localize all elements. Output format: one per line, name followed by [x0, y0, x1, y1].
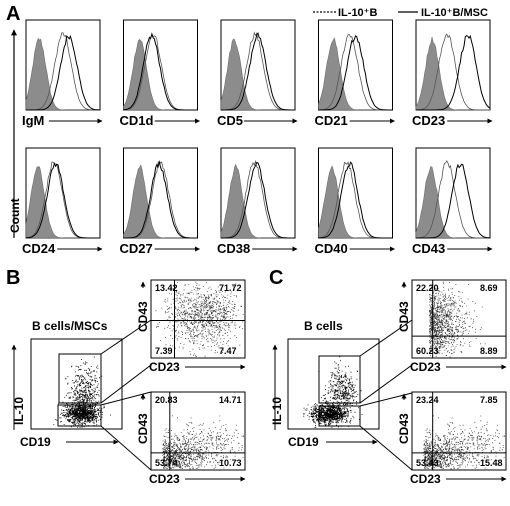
panel-b-connector-bottom2: [100, 425, 152, 471]
event-dots: [423, 415, 505, 470]
panel-letter-b: B: [6, 267, 20, 289]
panel-b-il10-label: IL-10: [12, 397, 26, 425]
il10-b-msc-curve: [416, 34, 491, 111]
sub-dot-plots: 13.42 71.72 7.39 7.47 CD43 CD23 20.83 14.71 53.7…: [136, 279, 507, 486]
count-label: Count: [8, 198, 22, 233]
histogram-cd43: CD43: [412, 147, 493, 256]
il10-b-msc-curve: [318, 35, 393, 111]
panel-c-bottom-plot: 23.24 7.85 53.43 15.48 CD43 CD23: [397, 391, 507, 486]
quadrant-percent-tl: 22.20: [416, 283, 439, 293]
quadrant-percent-tr: 14.71: [219, 395, 242, 405]
il10-b-msc-curve: [416, 163, 491, 239]
event-dots: [162, 415, 244, 470]
quadrant-percent-bl: 7.39: [155, 346, 173, 356]
panel-c-cd19-label: CD19: [288, 435, 319, 449]
histogram-cd23: CD23: [412, 19, 493, 128]
panel-c-gate-upper: [318, 355, 361, 404]
quadrant-percent-tr: 7.85: [480, 395, 498, 405]
legend: IL-10⁺B IL-10⁺B/MSC: [313, 7, 488, 19]
panel-letter-c: C: [269, 267, 283, 289]
panel-b-population-label: B cells/MSCs: [32, 319, 108, 333]
quadrant-percent-br: 15.48: [480, 458, 503, 468]
panel-b-bottom-plot: 20.83 14.71 53.74 10.73 CD43 CD23: [136, 391, 246, 486]
il10-b-curve: [318, 34, 393, 111]
il10-b-msc-curve: [123, 161, 198, 239]
event-dots: [303, 356, 363, 428]
cd43-label: CD43: [136, 301, 150, 332]
marker-label-cd1d: CD1d: [120, 113, 154, 128]
il10-b-msc-curve: [221, 32, 295, 111]
histogram-cd40: CD40: [315, 147, 395, 256]
cd43-label: CD43: [397, 413, 411, 444]
marker-label-cd40: CD40: [315, 241, 348, 256]
histogram-row-2: CD24 CD27 CD38 CD40 CD43: [22, 147, 493, 256]
histogram-cd27: CD27: [120, 147, 200, 256]
marker-label-igm: IgM: [22, 113, 44, 128]
cd43-label: CD43: [136, 413, 150, 444]
il10-b-msc-curve: [318, 161, 393, 239]
panel-letter-a: A: [6, 3, 20, 25]
histogram-cd21: CD21: [315, 19, 395, 128]
panel-b-connector-top: [100, 319, 152, 355]
histogram-cd38: CD38: [217, 147, 298, 256]
marker-label-cd27: CD27: [120, 241, 153, 256]
quadrant-percent-bl: 53.74: [155, 458, 178, 468]
cd23-label: CD23: [410, 472, 441, 486]
panel-b-main-dots: [53, 356, 112, 428]
panel-c-connector-top2: [359, 364, 413, 404]
quadrant-percent-tl: 13.42: [155, 283, 178, 293]
quadrant-percent-tl: 23.24: [416, 395, 439, 405]
il10-b-msc-curve: [123, 32, 198, 111]
event-dots: [53, 356, 112, 428]
il10-b-msc-curve: [221, 161, 295, 239]
histogram-cd24: CD24: [22, 147, 103, 256]
panel-c-main-dots: [303, 356, 363, 428]
panel-c: B cells IL-10 CD19: [270, 319, 413, 471]
il10-b-msc-curve: [26, 34, 101, 111]
quadrant-percent-br: 10.73: [219, 458, 242, 468]
histogram-cd5: CD5: [217, 19, 298, 128]
panel-c-top-plot: 22.20 8.69 60.23 8.89 CD43 CD23: [397, 279, 507, 374]
marker-label-cd24: CD24: [22, 241, 56, 256]
panel-b-gate-lower: [57, 404, 102, 427]
marker-label-cd5: CD5: [217, 113, 243, 128]
histogram-cd1d: CD1d: [120, 19, 200, 128]
histogram-igm: IgM: [22, 19, 103, 128]
cd43-label: CD43: [397, 301, 411, 332]
marker-label-cd43: CD43: [412, 241, 445, 256]
marker-label-cd38: CD38: [217, 241, 250, 256]
quadrant-percent-tl: 20.83: [155, 395, 178, 405]
panel-c-connector-bottom2: [359, 425, 413, 471]
quadrant-percent-bl: 53.43: [416, 458, 439, 468]
quadrant-percent-br: 7.47: [219, 346, 237, 356]
panel-b-top-plot: 13.42 71.72 7.39 7.47 CD43 CD23: [136, 279, 246, 374]
quadrant-percent-bl: 60.23: [416, 346, 439, 356]
quadrant-percent-tr: 71.72: [219, 283, 242, 293]
panel-b-gate-upper: [58, 353, 102, 404]
legend-dashed-label: IL-10⁺B: [338, 7, 377, 19]
histogram-row-1: IgM CD1d CD5 CD21 CD23: [22, 19, 493, 128]
panel-c-population-label: B cells: [304, 319, 343, 333]
panel-c-connector-top: [359, 319, 413, 357]
panel-b: B cells/MSCs IL-10 CD19: [11, 319, 152, 471]
il10-b-msc-curve: [25, 161, 100, 239]
event-dots: [429, 281, 486, 358]
quadrant-percent-tr: 8.69: [480, 283, 498, 293]
panel-b-connector-top2: [100, 364, 152, 404]
marker-label-cd21: CD21: [315, 113, 348, 128]
quadrant-percent-br: 8.89: [480, 346, 498, 356]
il10-b-curve: [416, 160, 490, 239]
il10-b-curve: [416, 33, 490, 111]
cd23-label: CD23: [149, 360, 180, 374]
panel-c-gate-lower: [318, 405, 361, 427]
panel-b-cd19-label: CD19: [20, 435, 51, 449]
panel-c-il10-label: IL-10: [270, 397, 284, 425]
legend-solid-label: IL-10⁺B/MSC: [421, 7, 488, 19]
event-dots: [155, 281, 244, 357]
il10-b-curve: [26, 32, 100, 111]
marker-label-cd23: CD23: [412, 113, 445, 128]
cd23-label: CD23: [410, 360, 441, 374]
cd23-label: CD23: [149, 472, 180, 486]
